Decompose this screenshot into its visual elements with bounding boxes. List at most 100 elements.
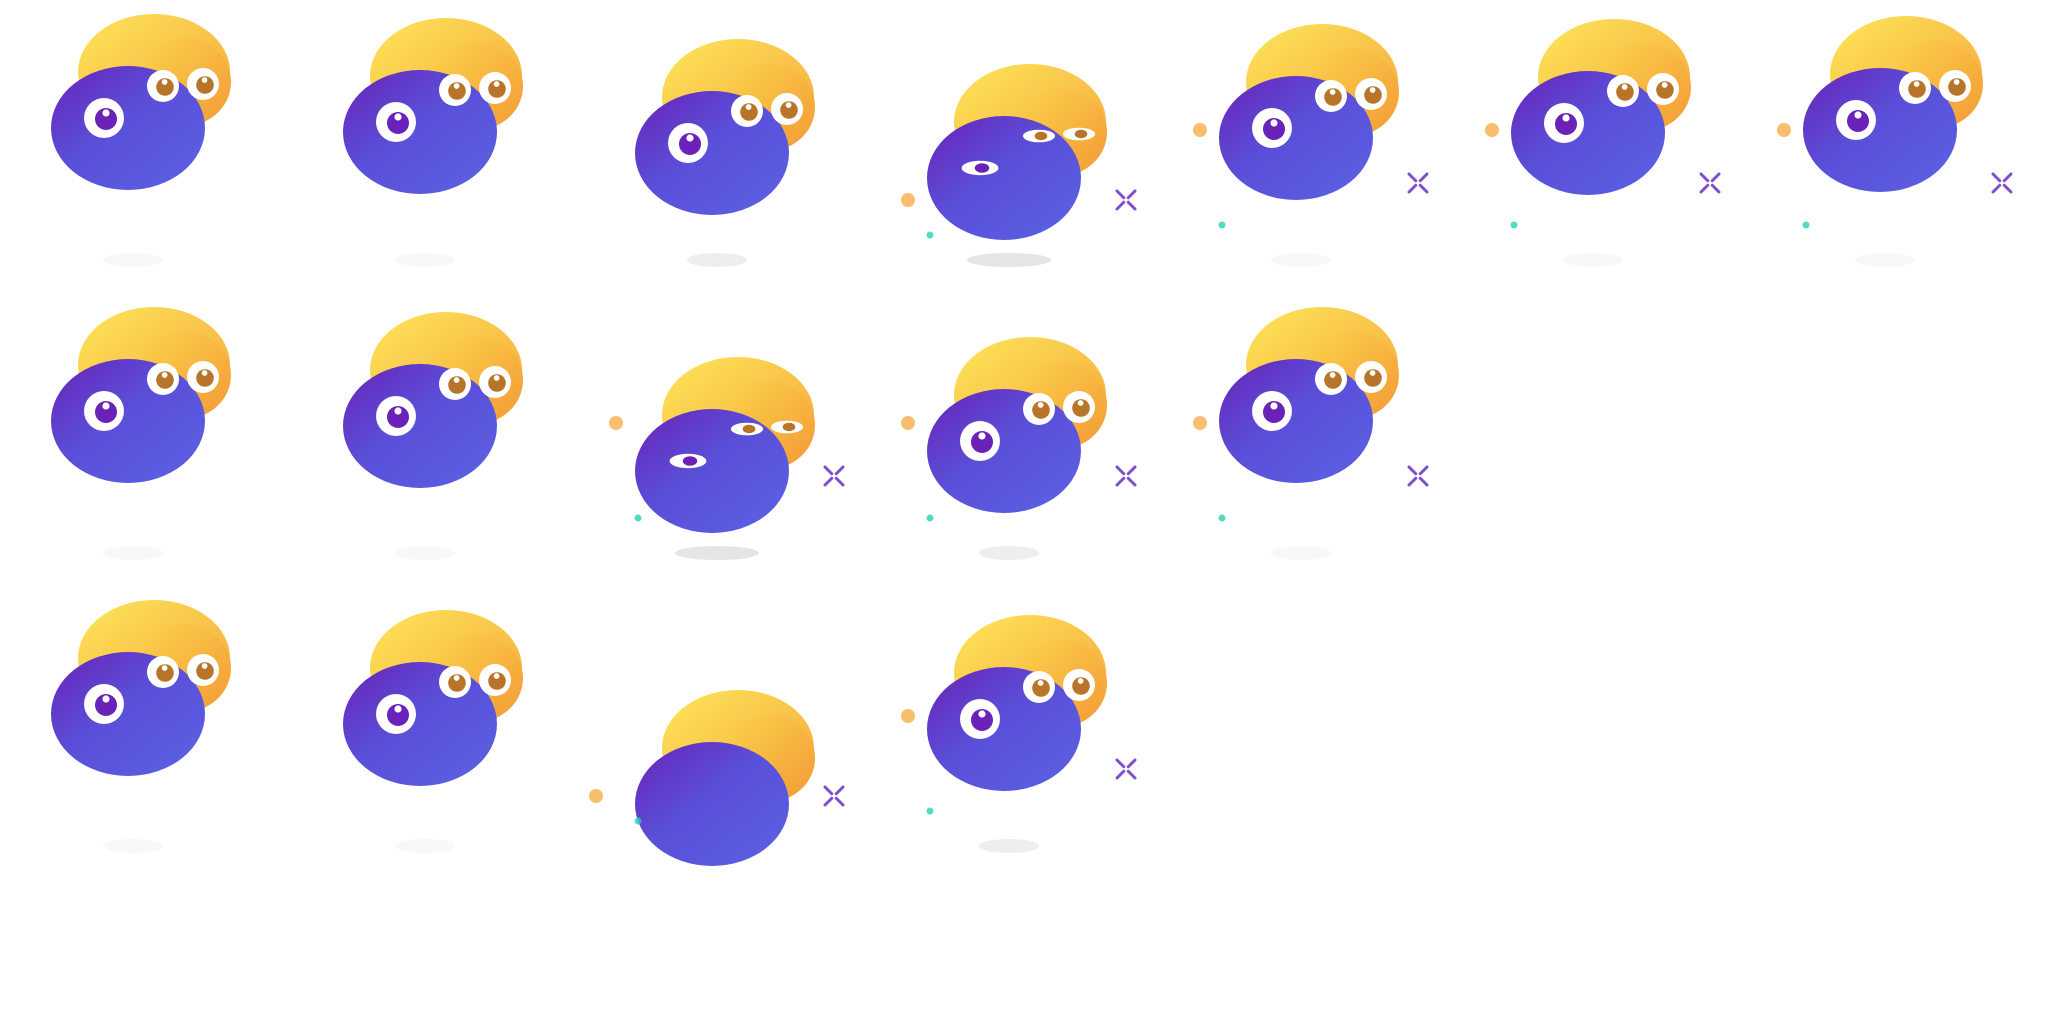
sparkle-effects — [589, 785, 845, 825]
yellow-left-eye-icon — [1023, 671, 1055, 703]
sparkle-cross-icon — [1115, 465, 1137, 487]
yellow-left-eye-icon — [731, 95, 763, 127]
sparkle-dot-orange — [589, 789, 603, 803]
sparkle-effects — [1193, 416, 1429, 522]
yellow-right-eye-icon — [1647, 73, 1679, 105]
purple-eye-icon — [376, 396, 416, 436]
character-frame — [51, 600, 231, 853]
sparkle-cross-icon — [823, 785, 845, 807]
ground-shadow — [395, 253, 455, 267]
yellow-right-eye-icon — [187, 68, 219, 100]
ground-shadow — [103, 839, 163, 853]
character-frame — [343, 312, 523, 560]
ground-shadow — [1855, 253, 1915, 267]
yellow-right-eye-icon — [479, 72, 511, 104]
sparkle-effects — [901, 416, 1137, 522]
purple-blob-body — [51, 66, 205, 190]
purple-eye-icon — [669, 453, 707, 469]
yellow-left-eye-icon — [1315, 80, 1347, 112]
sparkle-dot-teal — [926, 807, 934, 815]
yellow-left-eye-icon — [147, 656, 179, 688]
sparkle-effects — [1193, 123, 1429, 229]
ground-shadow — [395, 839, 455, 853]
purple-eye-icon — [1836, 100, 1876, 140]
ground-shadow — [103, 546, 163, 560]
ground-shadow — [979, 839, 1039, 853]
purple-eye-icon — [961, 160, 999, 176]
sparkle-cross-icon — [1115, 758, 1137, 780]
yellow-right-eye-icon — [1355, 361, 1387, 393]
ground-shadow — [1271, 546, 1331, 560]
yellow-left-eye-icon — [1315, 363, 1347, 395]
purple-blob-body — [343, 364, 497, 488]
sparkle-dot-teal — [1510, 221, 1518, 229]
purple-eye-icon — [84, 684, 124, 724]
yellow-left-eye-icon — [147, 363, 179, 395]
character-frame — [901, 337, 1137, 560]
yellow-right-eye-icon — [1063, 391, 1095, 423]
purple-blob-body — [51, 359, 205, 483]
sparkle-dot-teal — [926, 514, 934, 522]
character-frame — [51, 14, 231, 267]
sparkle-dot-teal — [634, 817, 642, 825]
yellow-right-eye-icon — [1939, 70, 1971, 102]
sparkle-dot-teal — [1218, 514, 1226, 522]
character-frame — [1485, 19, 1721, 267]
yellow-right-eye-icon — [187, 654, 219, 686]
yellow-right-eye-icon — [1063, 669, 1095, 701]
yellow-right-eye-icon — [771, 93, 803, 125]
sparkle-dot-teal — [926, 231, 934, 239]
purple-eye-icon — [668, 123, 708, 163]
character-frame — [901, 64, 1137, 267]
character-frame — [589, 690, 845, 866]
sparkle-dot-orange — [609, 416, 623, 430]
purple-blob-body — [343, 70, 497, 194]
character-frame — [1193, 307, 1429, 560]
purple-blob-body — [635, 742, 789, 866]
yellow-left-eye-icon — [439, 74, 471, 106]
ground-shadow — [675, 546, 759, 560]
yellow-right-eye-icon — [479, 664, 511, 696]
yellow-left-eye-icon — [730, 422, 764, 436]
sparkle-effects — [609, 416, 845, 522]
purple-blob-body — [927, 116, 1081, 240]
yellow-right-eye-icon — [1355, 78, 1387, 110]
ground-shadow — [979, 546, 1039, 560]
sparkle-effects — [1485, 123, 1721, 229]
sparkle-dot-teal — [1218, 221, 1226, 229]
sparkle-dot-teal — [1802, 221, 1810, 229]
purple-blob-body — [927, 389, 1081, 513]
purple-eye-icon — [376, 694, 416, 734]
yellow-right-eye-icon — [187, 361, 219, 393]
sparkle-dot-orange — [1485, 123, 1499, 137]
purple-eye-icon — [84, 391, 124, 431]
purple-eye-icon — [376, 102, 416, 142]
purple-eye-icon — [960, 699, 1000, 739]
sparkle-dot-orange — [901, 193, 915, 207]
ground-shadow — [1271, 253, 1331, 267]
sparkle-cross-icon — [1115, 189, 1137, 211]
character-frame — [1777, 16, 2013, 267]
character-frame — [1193, 24, 1429, 267]
yellow-left-eye-icon — [1022, 129, 1056, 143]
ground-shadow — [1563, 253, 1623, 267]
character-frame — [901, 615, 1137, 853]
sparkle-effects — [1777, 123, 2013, 229]
purple-eye-icon — [960, 421, 1000, 461]
character-frame — [635, 39, 815, 267]
yellow-left-eye-icon — [1023, 393, 1055, 425]
purple-blob-body — [635, 91, 789, 215]
character-frame — [343, 610, 523, 853]
yellow-right-eye-icon — [479, 366, 511, 398]
yellow-left-eye-icon — [439, 368, 471, 400]
yellow-left-eye-icon — [1899, 72, 1931, 104]
character-frame — [343, 18, 523, 267]
purple-blob-body — [343, 662, 497, 786]
purple-blob-body — [1511, 71, 1665, 195]
purple-blob-body — [927, 667, 1081, 791]
purple-blob-body — [1219, 359, 1373, 483]
sparkle-cross-icon — [823, 465, 845, 487]
purple-blob-body — [1803, 68, 1957, 192]
ground-shadow — [967, 253, 1051, 267]
purple-eye-icon — [84, 98, 124, 138]
